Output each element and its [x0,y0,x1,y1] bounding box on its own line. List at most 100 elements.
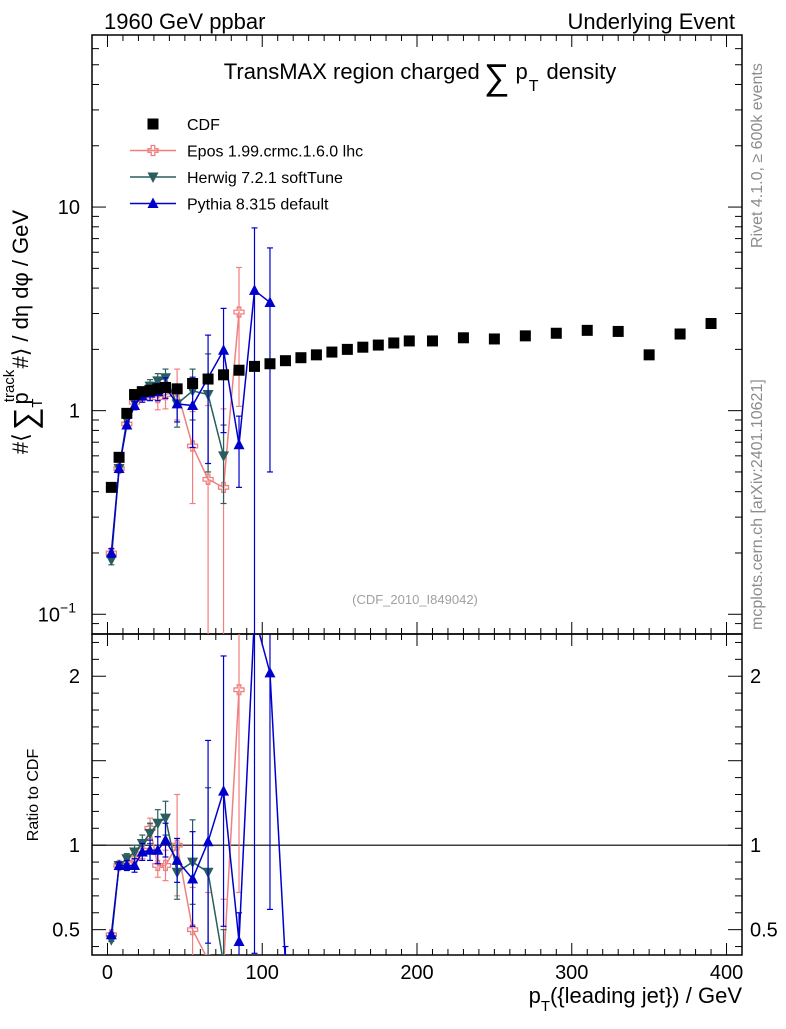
data-point [171,397,183,409]
data-point [279,355,291,367]
data-point [326,346,338,358]
x-tick-label: 100 [246,962,279,984]
data-point [218,785,230,796]
data-point [233,438,245,450]
ratio-y-tick-label: 0.5 [52,920,80,942]
data-point [144,384,156,396]
data-point [233,935,245,946]
ratio-y-tick-label: 1 [69,835,80,857]
data-point [136,386,148,398]
legend-marker [147,172,159,183]
ylabel-superscript: track [1,369,18,402]
data-point [187,399,199,411]
ylabel-p: p [8,392,33,404]
data-point [121,419,133,430]
x-tick-label: 0 [102,962,113,984]
legend: CDF Epos 1.99.crmc.1.6.0 lhc Herwig 7.2.1 … [130,117,363,214]
data-point [105,928,117,940]
legend-item: Epos 1.99.crmc.1.6.0 lhc [130,144,363,161]
series-line [110,311,240,554]
ratio-y-tick-label-right: 1 [750,835,761,857]
data-point [233,364,245,376]
data-point [219,962,229,972]
xlabel-rest: ({leading jet}) / GeV [550,983,742,1008]
data-point [113,451,125,463]
data-point [171,839,183,851]
data-point [550,327,562,339]
data-point [612,325,624,337]
data-point [519,330,531,342]
data-point [160,813,172,825]
data-point [171,383,183,395]
y-tick-label: 10 [58,197,80,219]
data-point [121,859,133,870]
rivet-version-label: Rivet 4.1.0, ≥ 600k events [749,63,766,248]
data-point [217,481,230,494]
main-title: TransMAX region charged ∑ pTdensity [224,56,616,97]
y-tick-label: 1 [69,401,80,423]
legend-marker [147,144,159,157]
title-subscript: T [529,78,539,95]
data-point [674,328,686,340]
legend-label: Pythia 8.315 default [187,197,329,214]
data-point [233,684,245,696]
xlabel-p: p [529,983,541,1008]
data-point [129,399,141,411]
header-analysis: Underlying Event [567,9,735,34]
data-point [488,333,500,345]
x-axis-label: pT({leading jet}) / GeV [529,983,743,1015]
data-point [218,959,229,970]
data-point [310,349,322,361]
data-point [186,440,199,452]
header-energy: 1960 GeV ppbar [104,9,265,34]
legend-item: Pythia 8.315 default [130,197,329,214]
data-point [152,383,164,395]
data-point [643,349,655,361]
data-point [202,835,214,847]
data-point [581,324,593,336]
data-point [171,854,183,865]
data-point [264,296,276,307]
data-point [372,339,384,351]
ratio-y-tick-label-right: 0.5 [750,920,778,942]
series-line [110,288,271,554]
data-point [105,546,117,558]
ylabel-sum-symbol: ∑ [7,407,43,430]
data-point [105,481,117,493]
ratio-y-tick-label-right: 2 [750,666,761,688]
data-point [249,284,260,295]
legend-marker [147,118,159,130]
data-point [249,360,260,372]
data-point [152,844,164,855]
analysis-watermark: (CDF_2010_I849042) [352,592,478,607]
title-density: density [546,59,616,84]
data-point [388,337,400,349]
data-point [264,666,276,678]
main-ylabel: #⟨ ∑ ptrack T #⟩ / dη dφ / GeV [1,210,46,455]
data-point [357,341,369,353]
data-point [218,451,230,462]
title-sum-symbol: ∑ [484,56,510,97]
ratio-series-pythia [105,634,289,955]
title-text: TransMAX region charged [224,59,480,84]
ratio-series-group [105,634,289,972]
data-point [187,377,199,389]
data-point [426,335,438,347]
ylabel-bracket: #⟨ [8,433,33,454]
axes-group: 0 100 200 300 400 10−1 1 10 0.5 0.5 1 1 2 2 [38,34,778,984]
data-point [144,844,156,855]
legend-label: CDF [187,117,220,134]
main-series-pythia [105,227,276,634]
data-point [457,332,469,344]
data-point [160,381,172,393]
data-point [233,306,245,318]
main-series-cdf [105,317,717,493]
x-tick-label: 400 [710,962,743,984]
data-point [121,854,133,865]
x-tick-label: 300 [555,962,588,984]
data-point [341,343,353,355]
xlabel-subscript: T [541,998,550,1015]
data-point [403,335,415,347]
data-point [202,473,214,485]
data-point [152,818,164,830]
